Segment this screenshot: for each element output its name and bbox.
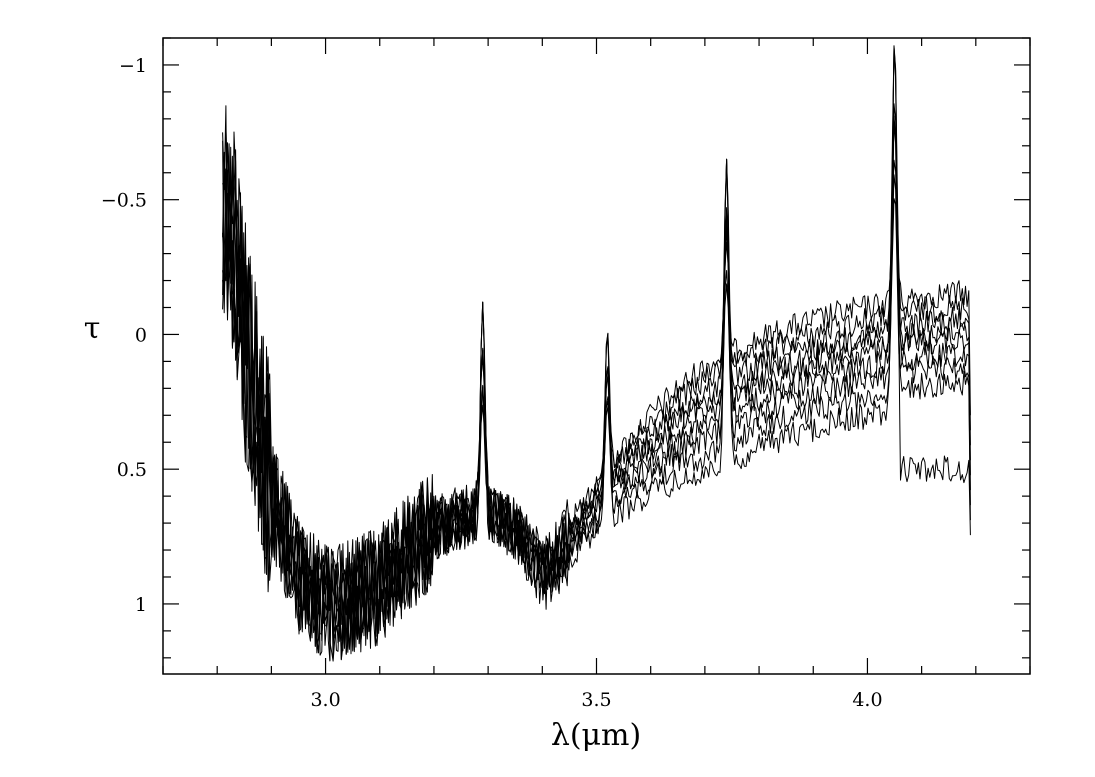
y-tick-label: 0.5 — [117, 459, 147, 481]
x-tick-label: 4.0 — [852, 689, 882, 711]
series-layer — [222, 45, 971, 662]
y-tick-label: 0 — [135, 324, 147, 346]
x-tick-label: 3.5 — [581, 689, 611, 711]
x-tick-label: 3.0 — [310, 689, 340, 711]
y-axis-label: τ — [84, 311, 101, 346]
y-tick-label: −1 — [119, 55, 147, 77]
ticks-layer — [162, 37, 1031, 674]
spectrum-series-5 — [222, 115, 971, 662]
spectrum-series-9 — [222, 47, 971, 656]
tick-labels: 3.0 3.5 4.0 −1 −0.5 0 0.5 1 — [101, 55, 883, 711]
y-tick-label: −0.5 — [101, 190, 147, 212]
spectrum-series-8 — [222, 122, 971, 660]
x-axis-label: λ(μm) — [551, 718, 641, 753]
y-tick-label: 1 — [135, 594, 147, 616]
spectrum-series-3 — [222, 45, 971, 653]
spectrum-series-7 — [222, 140, 971, 661]
